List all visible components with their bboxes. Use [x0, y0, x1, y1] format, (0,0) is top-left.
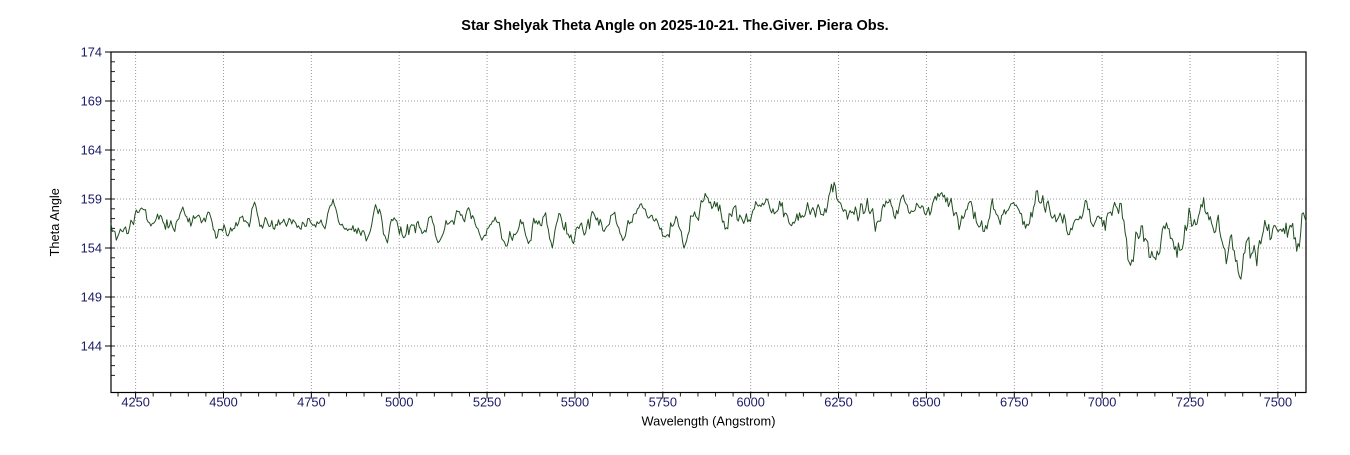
svg-text:5250: 5250 — [473, 395, 501, 410]
svg-text:6250: 6250 — [824, 395, 852, 410]
svg-text:7250: 7250 — [1176, 395, 1204, 410]
svg-text:6000: 6000 — [736, 395, 764, 410]
svg-text:169: 169 — [81, 94, 102, 109]
svg-text:6750: 6750 — [1000, 395, 1028, 410]
svg-text:164: 164 — [81, 143, 102, 158]
svg-text:5000: 5000 — [385, 395, 413, 410]
svg-text:174: 174 — [81, 45, 102, 60]
svg-text:Star Shelyak Theta Angle on 20: Star Shelyak Theta Angle on 2025-10-21. … — [461, 18, 888, 34]
svg-text:4250: 4250 — [121, 395, 149, 410]
svg-text:144: 144 — [81, 339, 102, 354]
svg-text:159: 159 — [81, 192, 102, 207]
svg-text:6500: 6500 — [912, 395, 940, 410]
svg-text:Wavelength (Angstrom): Wavelength (Angstrom) — [642, 414, 776, 429]
svg-text:4750: 4750 — [297, 395, 325, 410]
svg-text:5750: 5750 — [649, 395, 677, 410]
svg-text:7000: 7000 — [1088, 395, 1116, 410]
svg-text:4500: 4500 — [209, 395, 237, 410]
svg-text:5500: 5500 — [561, 395, 589, 410]
svg-text:154: 154 — [81, 241, 102, 256]
svg-text:149: 149 — [81, 290, 102, 305]
svg-text:Theta Angle: Theta Angle — [47, 188, 62, 256]
svg-text:7500: 7500 — [1264, 395, 1292, 410]
